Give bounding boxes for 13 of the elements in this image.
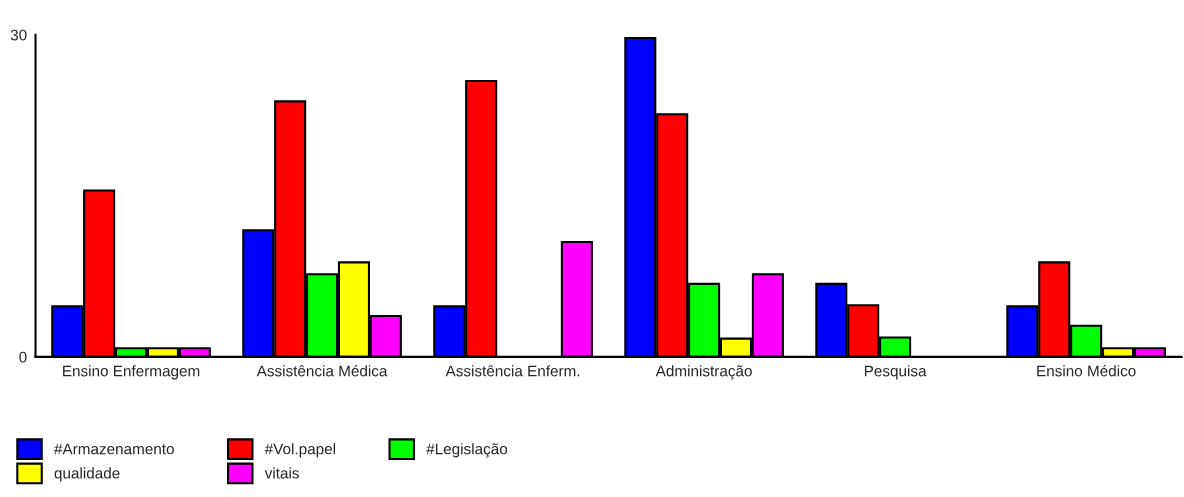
y-tick-label: 0 bbox=[19, 351, 27, 363]
y-tick-label: 30 bbox=[10, 29, 27, 41]
legend-label: #Vol.papel bbox=[264, 443, 336, 458]
x-tick-label: Assistência Médica bbox=[256, 365, 388, 377]
legend-label: #Legislação bbox=[426, 443, 508, 458]
x-tick-label: Ensino Médico bbox=[1037, 365, 1136, 377]
x-tick-label: Administração bbox=[655, 365, 752, 380]
legend-label: #Armazenamento bbox=[54, 443, 174, 455]
x-tick-label: Assistência Enferm. bbox=[445, 365, 580, 377]
legend-label: vitais bbox=[264, 467, 299, 479]
legend-label: qualidade bbox=[54, 467, 120, 482]
x-tick-label: Ensino Enfermagem bbox=[63, 365, 200, 380]
x-tick-label: Pesquisa bbox=[864, 365, 927, 380]
